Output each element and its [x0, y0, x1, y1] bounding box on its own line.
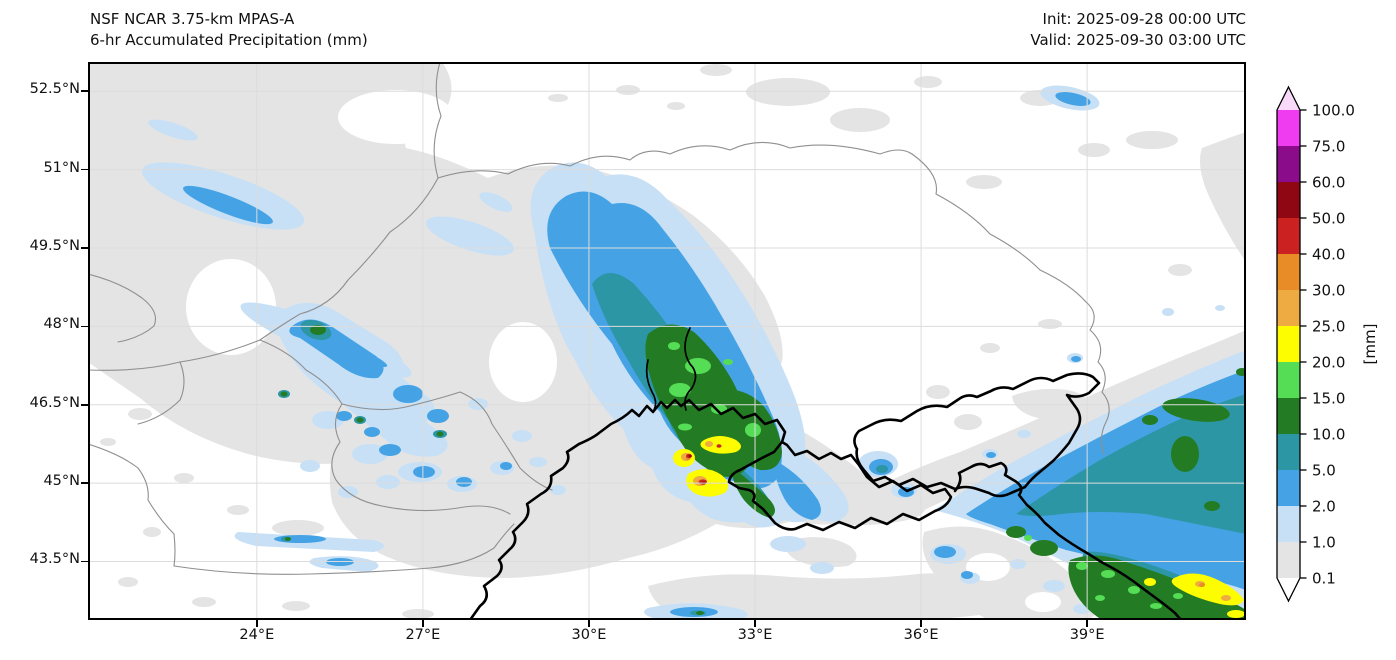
lat-tick-label: 43.5°N [29, 551, 80, 568]
lat-tick-label: 46.5°N [29, 394, 80, 411]
lat-tick-label: 51°N [43, 159, 80, 176]
rivers [645, 327, 697, 411]
lon-tick-mark [1086, 620, 1088, 627]
colorbar-segment [1277, 218, 1300, 254]
lat-tick-mark [81, 403, 88, 406]
colorbar-segment [1277, 506, 1300, 542]
colorbar-segment [1277, 254, 1300, 290]
colorbar-under-arrow [1277, 578, 1300, 601]
colorbar-tick-label: 5.0 [1312, 462, 1336, 480]
colorbar-tick-label: 1.0 [1312, 534, 1336, 552]
graticule-gridlines [88, 62, 1246, 620]
colorbar-segment [1277, 146, 1300, 182]
colorbar-segment [1277, 434, 1300, 470]
lon-tick-mark [256, 620, 258, 627]
lon-tick-mark [588, 620, 590, 627]
plot-frame [88, 62, 1246, 620]
lat-tick-mark [81, 90, 88, 93]
colorbar-segment [1277, 470, 1300, 506]
lat-tick-mark [81, 560, 88, 563]
lat-tick-label: 52.5°N [29, 81, 80, 98]
colorbar-tick-label: 50.0 [1312, 210, 1345, 228]
precipitation-map [88, 62, 1246, 620]
colorbar-tick-label: 75.0 [1312, 138, 1345, 156]
colorbar-tick-label: 25.0 [1312, 318, 1345, 336]
colorbar-tick-label: 15.0 [1312, 390, 1345, 408]
lat-tick-mark [81, 168, 88, 171]
lon-tick-label: 30°E [571, 627, 607, 643]
lat-tick-mark [81, 482, 88, 484]
colorbar-tick-label: 0.1 [1312, 570, 1336, 588]
colorbar: 0.1 1.0 2.0 5.0 10.0 15.0 20.0 25.0 30.0 40.0 50.0… [1276, 85, 1379, 603]
valid-time: Valid: 2025-09-30 03:00 UTC [1030, 31, 1246, 49]
lon-tick-mark [422, 620, 424, 627]
lat-tick-mark [81, 325, 88, 328]
lon-tick-mark [920, 620, 922, 627]
coastline [468, 372, 1183, 620]
model-name: NSF NCAR 3.75-km MPAS-A [90, 10, 295, 28]
colorbar-tick-label: 40.0 [1312, 246, 1345, 264]
lon-tick-label: 36°E [903, 627, 939, 643]
lon-tick-label: 24°E [239, 627, 275, 643]
lon-tick-label: 27°E [405, 627, 441, 643]
colorbar-over-arrow [1277, 87, 1300, 110]
colorbar-tick-label: 10.0 [1312, 426, 1345, 444]
colorbar-segment [1277, 362, 1300, 398]
variable-name: 6-hr Accumulated Precipitation (mm) [90, 31, 368, 49]
figure-title: NSF NCAR 3.75-km MPAS-A 6-hr Accumulated … [90, 9, 368, 51]
colorbar-tick-label: 2.0 [1312, 498, 1336, 516]
colorbar-segment [1277, 398, 1300, 434]
lat-tick-label: 49.5°N [29, 238, 80, 254]
init-time: Init: 2025-09-28 00:00 UTC [1042, 10, 1246, 28]
colorbar-unit-label: [mm] [1361, 324, 1379, 365]
colorbar-tick-label: 100.0 [1312, 102, 1355, 120]
colorbar-segment [1277, 182, 1300, 218]
colorbar-segment [1277, 110, 1300, 146]
lon-tick-label: 33°E [737, 627, 773, 643]
map-plot-area [88, 62, 1246, 620]
colorbar-segment [1277, 542, 1300, 578]
lat-tick-mark [81, 247, 88, 249]
lat-tick-label: 48°N [43, 316, 80, 333]
run-time-info: Init: 2025-09-28 00:00 UTC Valid: 2025-09… [1030, 9, 1246, 51]
colorbar-tick-label: 30.0 [1312, 282, 1345, 300]
country-borders [88, 62, 1110, 575]
colorbar-segment [1277, 290, 1300, 326]
precip-layer-green [668, 342, 1183, 609]
lon-tick-mark [754, 620, 756, 627]
lat-tick-label: 45°N [43, 473, 80, 490]
lon-tick-label: 39°E [1069, 627, 1105, 643]
colorbar-tick-label: 60.0 [1312, 174, 1345, 192]
colorbar-tick-label: 20.0 [1312, 354, 1345, 372]
colorbar-segment [1277, 326, 1300, 362]
